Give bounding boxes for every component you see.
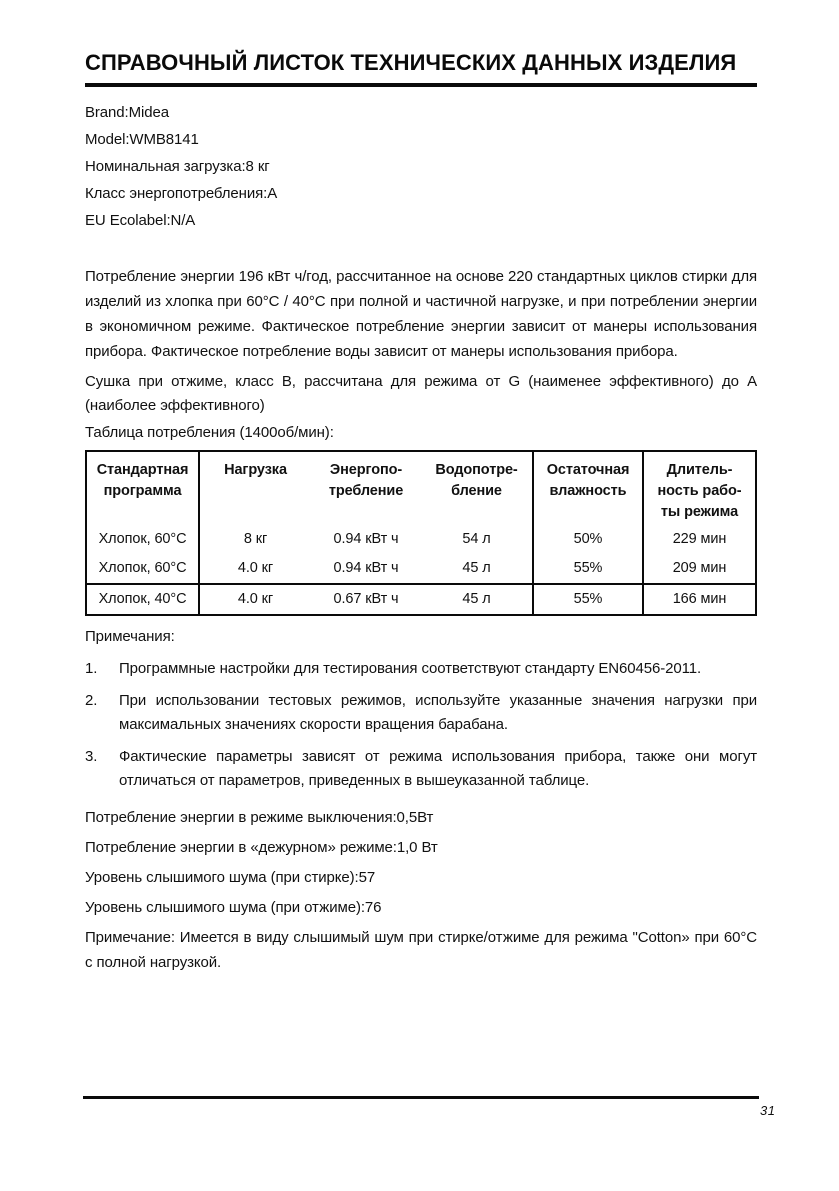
spec-energy-class: Класс энергопотребления:A [85, 185, 278, 202]
spec-standby-power: Потребление энергии в «дежурном» режиме:… [85, 839, 438, 856]
table-cell: Хлопок, 40°C [86, 583, 200, 615]
table-cell: 0.94 кВт ч [333, 560, 399, 576]
spec-noise-spinning: Уровень слышимого шума (при отжиме):76 [85, 899, 382, 916]
header-standard-program: Стандартная программа [86, 451, 200, 525]
note-item-1: 1. Программные настройки для тестировани… [85, 657, 757, 681]
table-cell: 0.94 кВт ч [333, 531, 399, 547]
note-item-3: 3. Фактические параметры зависят от режи… [85, 745, 757, 793]
notes-title: Примечания: [85, 628, 175, 645]
table-cell: 229 мин [672, 531, 727, 547]
spec-off-mode-power: Потребление энергии в режиме выключения:… [85, 809, 434, 826]
spec-brand: Brand:Midea [85, 104, 169, 121]
table-row: Хлопок, 60°C 4.0 кг 0.94 кВт ч 45 л 55% … [86, 554, 756, 584]
table-cell: 166 мин [643, 583, 756, 615]
spec-rated-load: Номинальная загрузка:8 кг [85, 158, 270, 175]
product-specs: Brand:Midea Model:WMB8141 Номинальная за… [85, 99, 757, 234]
spec-model: Model:WMB8141 [85, 131, 199, 148]
table-cell: 55% [533, 583, 644, 615]
table-cell: Хлопок, 60°C [86, 554, 200, 584]
note-text: При использовании тестовых режимов, испо… [119, 692, 757, 733]
table-cell: 45 л [421, 554, 534, 584]
header-energy-consumption: Энергопо- требление [328, 462, 404, 499]
table-cell: 8 кг [243, 531, 268, 547]
energy-consumption-paragraph: Потребление энергии 196 кВт ч/год, рассч… [85, 268, 757, 360]
spec-noise-washing: Уровень слышимого шума (при стирке):57 [85, 869, 376, 886]
page-title: СПРАВОЧНЫЙ ЛИСТОК ТЕХНИЧЕСКИХ ДАННЫХ ИЗД… [85, 50, 757, 87]
note-text: Программные настройки для тестирования с… [119, 660, 702, 677]
table-cell: 209 мин [672, 560, 727, 576]
table-cell: 45 л [421, 583, 534, 615]
footer-divider [83, 1096, 759, 1099]
header-load: Нагрузка [224, 462, 287, 478]
table-cell: Хлопок, 60°C [86, 525, 200, 554]
note-text: Фактические параметры зависят от режима … [119, 748, 757, 789]
noise-footnote: Примечание: Имеется в виду слышимый шум … [85, 929, 757, 971]
consumption-table-caption: Таблица потребления (1400об/мин): [85, 424, 334, 441]
note-item-2: 2. При использовании тестовых режимов, и… [85, 689, 757, 737]
additional-specs: Потребление энергии в режиме выключения:… [85, 803, 757, 923]
page-number: 31 [760, 1103, 776, 1118]
header-water-consumption: Водопотре- бление [421, 451, 534, 525]
table-cell: 0.67 кВт ч [311, 583, 421, 615]
table-cell: 54 л [421, 525, 534, 554]
spec-eu-ecolabel: EU Ecolabel:N/A [85, 212, 196, 229]
header-program-duration: Длитель- ность рабо- ты режима [657, 462, 742, 520]
note-number: 3. [85, 748, 98, 765]
consumption-table: Стандартная программа Нагрузка Энергопо-… [85, 450, 757, 616]
table-cell: 4.0 кг [199, 583, 311, 615]
header-residual-moisture: Остаточная влажность [533, 451, 644, 525]
table-row: Хлопок, 40°C 4.0 кг 0.67 кВт ч 45 л 55% … [86, 583, 756, 615]
note-number: 2. [85, 692, 98, 709]
table-header-row: Стандартная программа Нагрузка Энергопо-… [86, 451, 756, 525]
note-number: 1. [85, 660, 98, 677]
spin-drying-paragraph: Сушка при отжиме, класс B, рассчитана дл… [85, 373, 757, 414]
table-cell: 4.0 кг [237, 560, 274, 576]
table-cell: 50% [533, 525, 644, 554]
table-cell: 55% [533, 554, 644, 584]
document-content: СПРАВОЧНЫЙ ЛИСТОК ТЕХНИЧЕСКИХ ДАННЫХ ИЗД… [85, 0, 757, 975]
table-row: Хлопок, 60°C 8 кг 0.94 кВт ч 54 л 50% 22… [86, 525, 756, 554]
